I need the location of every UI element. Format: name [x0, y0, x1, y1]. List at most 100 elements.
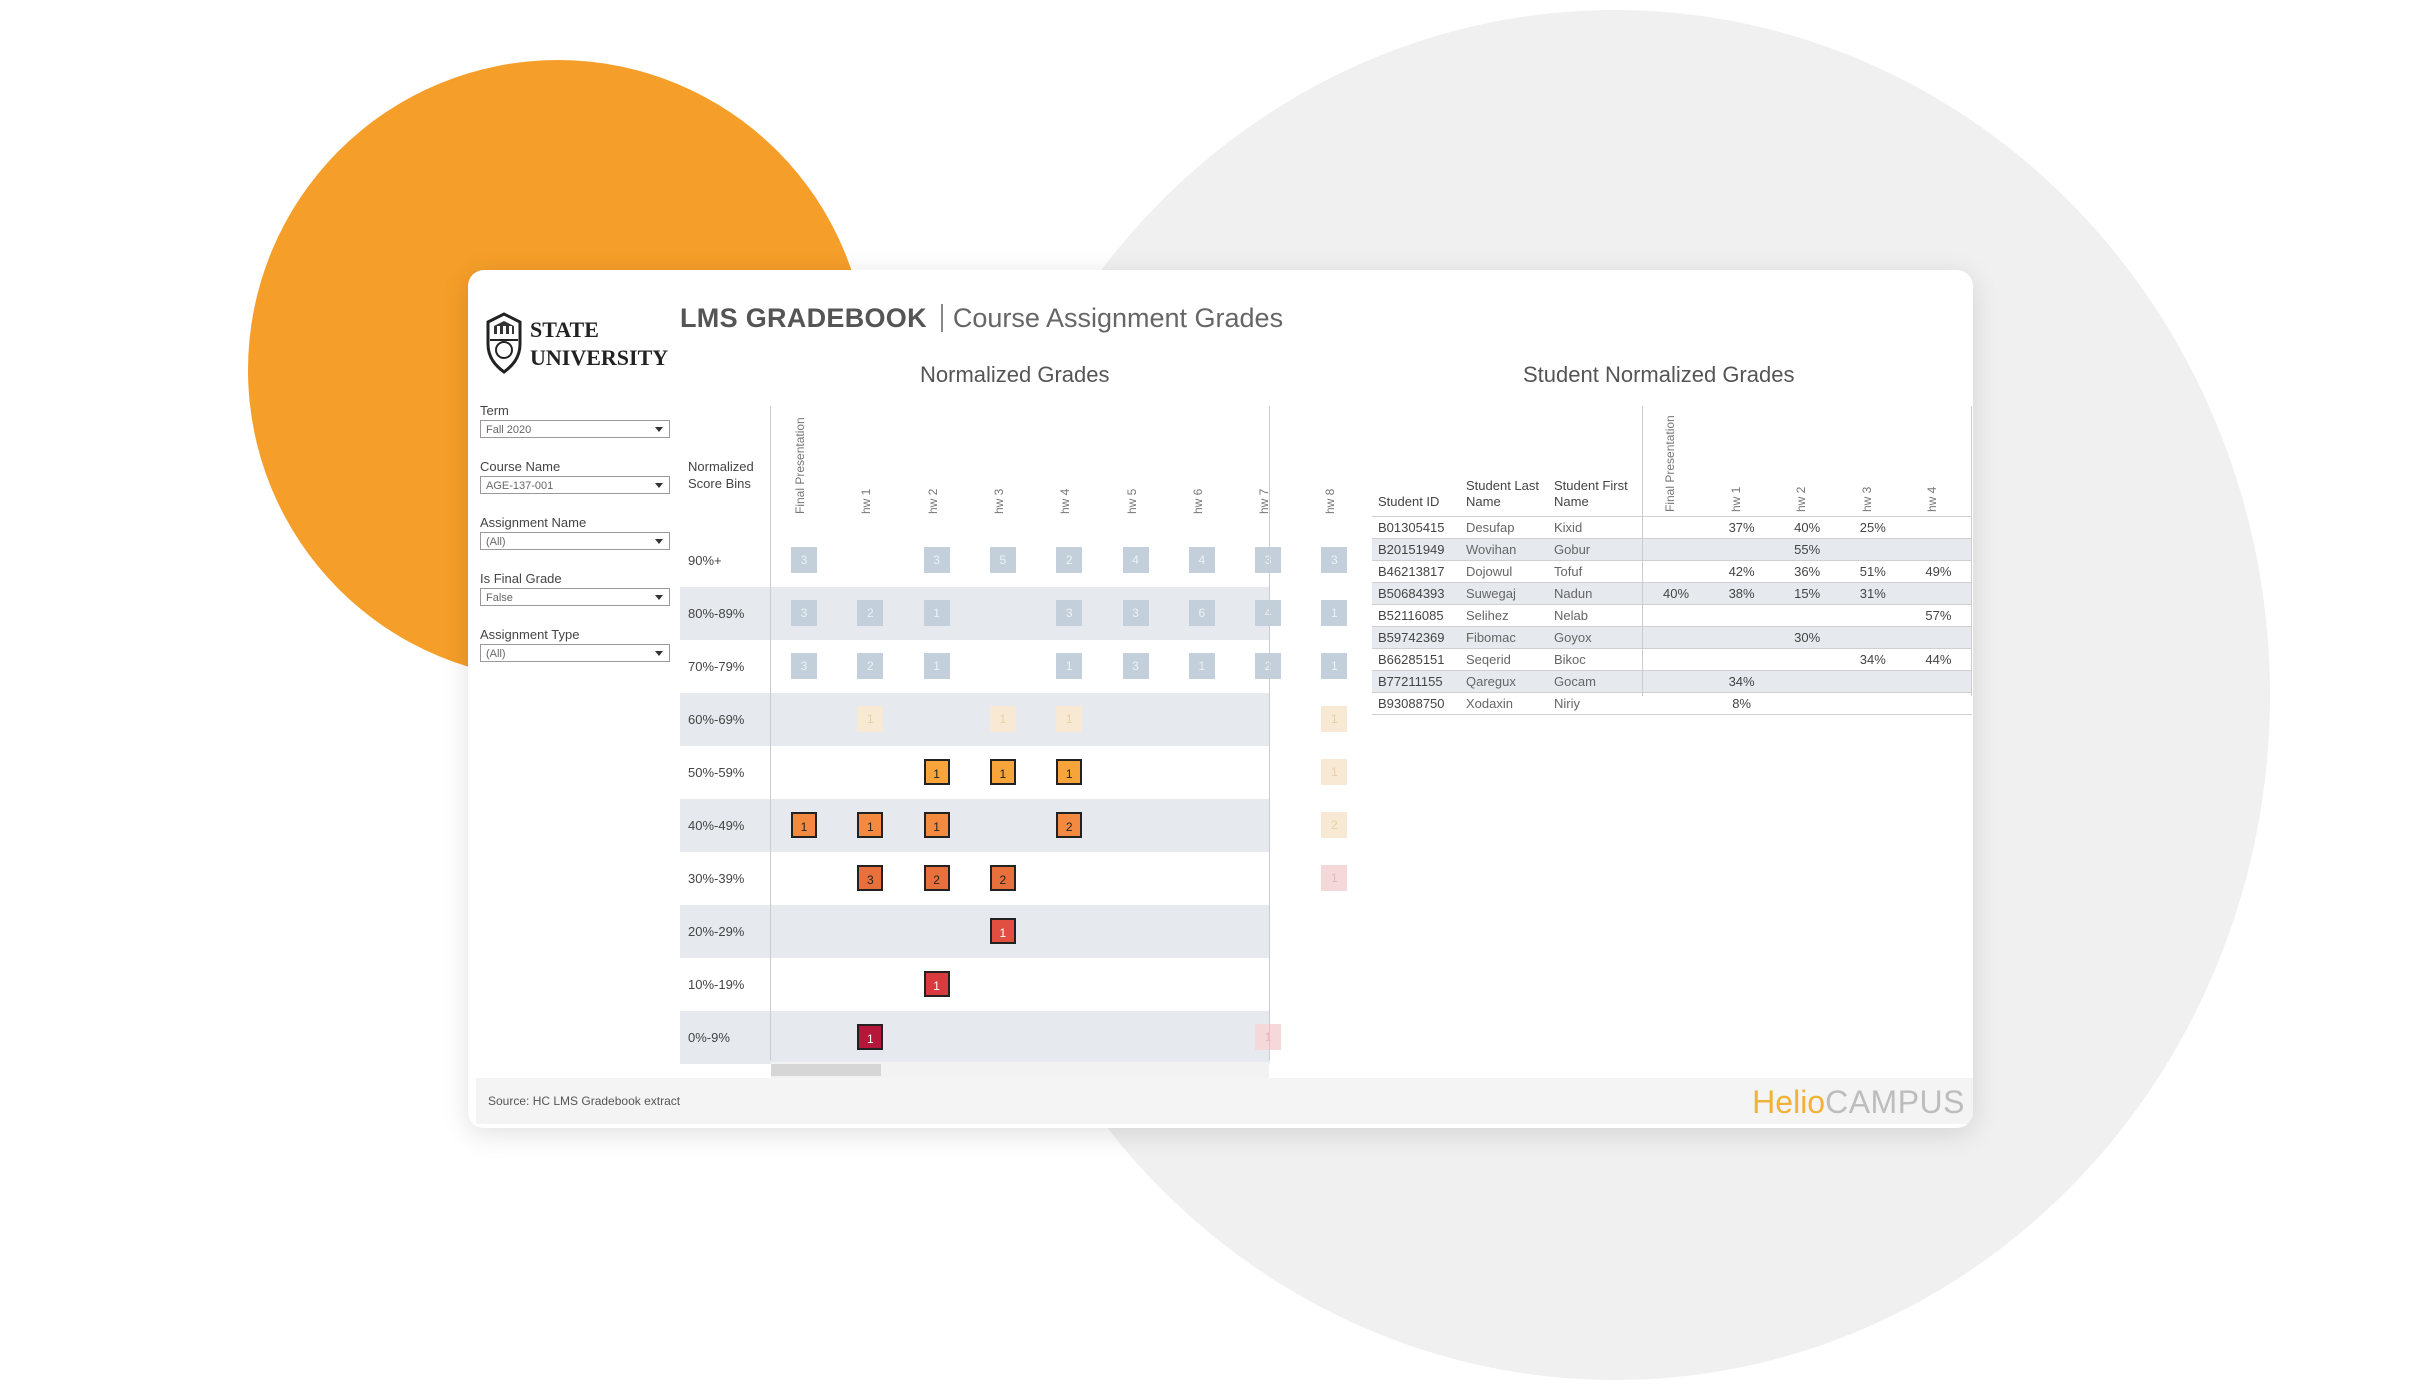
heatmap-cell[interactable]: 2 [857, 653, 884, 679]
filter-dropdown[interactable]: False [480, 588, 670, 606]
heatmap-cell[interactable]: 3 [1255, 547, 1282, 573]
student-first-name: Kixid [1554, 520, 1583, 535]
grade-value: 34% [1728, 674, 1755, 689]
grade-column-label: hw 3 [1859, 486, 1874, 512]
column-header-label: hw 1 [859, 488, 874, 514]
filter-dropdown[interactable]: (All) [480, 644, 670, 662]
heatmap-cell[interactable]: 2 [989, 865, 1016, 891]
grade-value: 30% [1794, 630, 1821, 645]
grade-value: 36% [1794, 564, 1821, 579]
column-header-label: Final Presentation [793, 417, 807, 514]
student-id: B01305415 [1378, 520, 1445, 535]
grade-value: 15% [1794, 586, 1821, 601]
table-row[interactable]: B20151949 Wovihan Gobur 55% [1372, 538, 1972, 560]
heatmap-cell[interactable]: 4 [1122, 547, 1149, 573]
heatmap-cell[interactable]: 3 [923, 547, 950, 573]
student-id: B77211155 [1378, 674, 1443, 689]
heatmap-cell[interactable]: 3 [791, 653, 817, 679]
heatmap-cell[interactable]: 5 [989, 547, 1016, 573]
student-grades-table: Student ID Student Last Name Student First… [1372, 396, 1972, 756]
filter-dropdown[interactable]: (All) [480, 532, 670, 550]
source-note: Source: HC LMS Gradebook extract [488, 1094, 681, 1108]
heliocampus-logo: HelioCAMPUS [1752, 1082, 1965, 1122]
heatmap-cell[interactable]: 1 [857, 706, 884, 732]
table-row[interactable]: B50684393 Suwegaj Nadun 40% 38% 15% 31% [1372, 582, 1972, 604]
heatmap-cell[interactable]: 3 [1122, 653, 1149, 679]
student-first-name: Bikoc [1554, 652, 1586, 667]
heatmap-cell[interactable]: 4 [1255, 600, 1282, 626]
heatmap-cell[interactable]: 4 [1188, 547, 1215, 573]
student-last-name-header: Student Last Name [1466, 478, 1539, 509]
heatmap-cell[interactable]: 2 [1321, 812, 1348, 838]
student-id: B59742369 [1378, 630, 1445, 645]
heatmap-cell[interactable]: 1 [989, 759, 1016, 785]
horizontal-scrollbar[interactable] [771, 1062, 1269, 1078]
heatmap-cell[interactable]: 1 [923, 759, 950, 785]
grade-column-label: hw 4 [1925, 486, 1940, 512]
heatmap-cell[interactable]: 1 [923, 812, 950, 838]
heatmap-row: 50%-59% 1 1 1 1 [680, 746, 1348, 799]
column-header: hw 8 [1301, 406, 1367, 516]
heatmap-cell[interactable]: 1 [989, 706, 1016, 732]
table-row[interactable]: B52116085 Selihez Nelab 57% [1372, 604, 1972, 626]
heatmap-cell[interactable]: 3 [857, 865, 884, 891]
heatmap-cell[interactable]: 1 [857, 1024, 884, 1050]
heatmap-cell[interactable]: 3 [1056, 600, 1083, 626]
filter-value: False [486, 592, 513, 604]
column-header: hw 1 [837, 406, 903, 516]
heatmap-cell[interactable]: 3 [791, 600, 817, 626]
column-header-label: hw 3 [991, 488, 1006, 514]
heatmap-cell[interactable]: 3 [791, 547, 817, 573]
grade-column-header: hw 3 [1840, 406, 1906, 514]
filter-dropdown[interactable]: AGE-137-001 [480, 476, 670, 494]
score-bin-label: 30%-39% [688, 871, 745, 886]
heatmap-cell[interactable]: 1 [791, 812, 817, 838]
heatmap-cell[interactable]: 2 [857, 600, 884, 626]
heatmap-cell[interactable]: 1 [1056, 759, 1083, 785]
student-first-name-header: Student First Name [1554, 478, 1628, 509]
filter-dropdown[interactable]: Fall 2020 [480, 420, 670, 438]
filter-label: Assignment Type [480, 627, 580, 642]
student-id: B93088750 [1378, 696, 1445, 711]
row-shade [680, 693, 1270, 746]
heatmap-cell[interactable]: 1 [989, 918, 1016, 944]
shield-icon [486, 312, 522, 374]
heatmap-cell[interactable]: 1 [1321, 865, 1348, 891]
grade-value: 57% [1925, 608, 1952, 623]
grade-value: 44% [1925, 652, 1952, 667]
student-first-name: Tofuf [1554, 564, 1583, 579]
chevron-down-icon [655, 595, 663, 600]
heatmap-cell[interactable]: 1 [923, 971, 950, 997]
heatmap-cell[interactable]: 1 [1056, 706, 1083, 732]
heatmap-cell[interactable]: 2 [923, 865, 950, 891]
heatmap-cell[interactable]: 1 [923, 653, 950, 679]
heatmap-cell[interactable]: 1 [857, 812, 884, 838]
heatmap-cell[interactable]: 1 [1321, 706, 1348, 732]
heatmap-cell[interactable]: 1 [1321, 600, 1348, 626]
table-row[interactable]: B01305415 Desufap Kixid 37% 40% 25% [1372, 516, 1972, 538]
table-row[interactable]: B46213817 Dojowul Tofuf 42% 36% 51% 49% [1372, 560, 1972, 582]
heatmap-cell[interactable]: 2 [1056, 547, 1083, 573]
score-bin-label: 80%-89% [688, 606, 745, 621]
table-row[interactable]: B77211155 Qaregux Gocam 34% [1372, 670, 1972, 692]
heatmap-cell[interactable]: 1 [1056, 653, 1083, 679]
heatmap-cell[interactable]: 2 [1255, 653, 1282, 679]
heatmap-cell[interactable]: 1 [1255, 1024, 1282, 1050]
table-row[interactable]: B66285151 Seqerid Bikoc 34% 44% [1372, 648, 1972, 670]
heatmap-cell[interactable]: 3 [1321, 547, 1348, 573]
student-last-name: Desufap [1466, 520, 1515, 535]
heatmap-cell[interactable]: 1 [1321, 653, 1348, 679]
table-row[interactable]: B93088750 Xodaxin Niriy 8% [1372, 692, 1972, 715]
heatmap-cell[interactable]: 6 [1188, 600, 1215, 626]
heatmap-cell[interactable]: 1 [1188, 653, 1215, 679]
heatmap-cell[interactable]: 3 [1122, 600, 1149, 626]
chevron-down-icon [655, 651, 663, 656]
heatmap-cell[interactable]: 1 [1321, 759, 1348, 785]
heatmap-cell[interactable]: 1 [923, 600, 950, 626]
student-last-name: Selihez [1466, 608, 1509, 623]
filter-group: Assignment Type (All) [480, 626, 670, 662]
table-row[interactable]: B59742369 Fibomac Goyox 30% [1372, 626, 1972, 648]
heatmap-cell[interactable]: 2 [1056, 812, 1083, 838]
filter-value: AGE-137-001 [486, 480, 554, 492]
scrollbar-thumb[interactable] [771, 1064, 881, 1076]
